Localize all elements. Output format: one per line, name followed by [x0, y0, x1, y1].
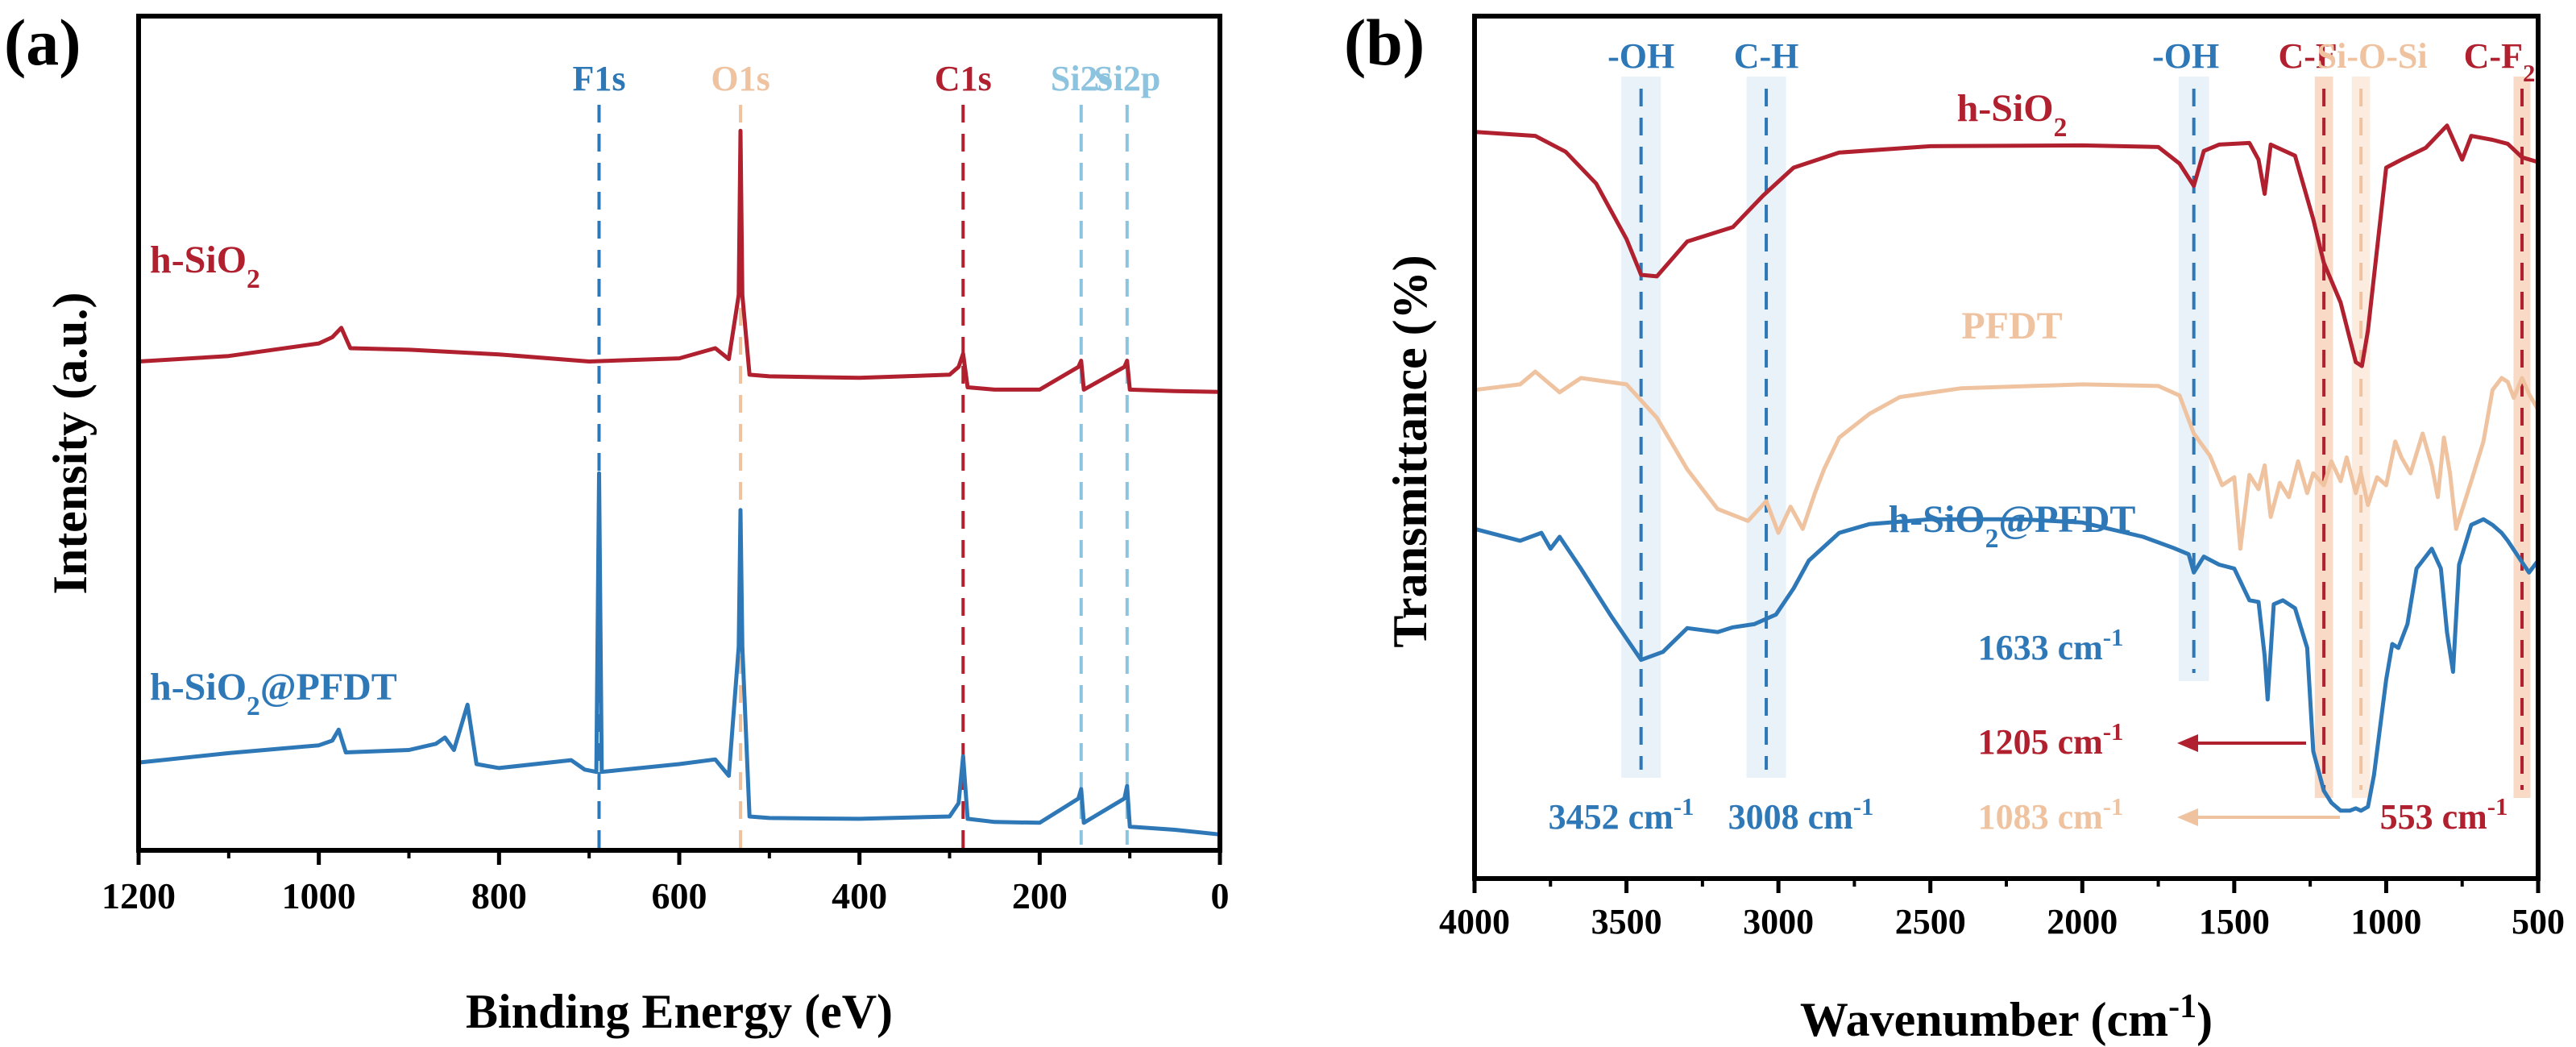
arrow-1205-head: [2177, 734, 2198, 752]
x-tick-label: 2000: [2047, 902, 2118, 941]
peak-label-o1s: O1s: [711, 59, 769, 98]
peak-label-c1s: C1s: [935, 59, 992, 98]
y-axis-title: Intensity (a.u.): [44, 292, 97, 594]
x-tick-label: 1000: [282, 875, 356, 916]
annotation-5: 553 cm-1: [2380, 793, 2508, 837]
x-tick-label: 0: [1211, 875, 1230, 916]
x-tick-label: 1500: [2199, 902, 2270, 941]
peak-label-si2p: Si2p: [1093, 59, 1160, 98]
annotation-3: 1205 cm-1: [1978, 718, 2124, 762]
x-tick-label: 500: [2512, 902, 2565, 941]
xps-series-h-sio2-pfdt: [138, 471, 1221, 837]
ftir-series-h-sio2: [1474, 123, 2539, 368]
band-label-3: C-F: [2278, 36, 2337, 76]
x-tick-label: 3000: [1743, 902, 1814, 941]
annotation-2: 1633 cm-1: [1978, 624, 2124, 667]
y-axis-title: Transmittance (%): [1383, 255, 1437, 647]
band-label-4: Si-O-Si: [2317, 36, 2428, 76]
ftir-series-label-2: h-SiO2@PFDT: [1889, 498, 2136, 554]
ftir-series-h-sio2-pfdt: [1474, 517, 2540, 813]
panel-a-axes-frame: [136, 14, 1222, 853]
x-tick-label: 800: [471, 875, 527, 916]
panel-b: (b) -OH C-H -OH C-FSi-O-Si C-F2 h-SiO2 PFDT h-Si…: [1344, 6, 2565, 1046]
x-tick-label: 1000: [2350, 902, 2421, 941]
x-tick-label: 400: [832, 875, 887, 916]
ftir-series-label-1: PFDT: [1961, 305, 2062, 347]
band-label-5: C-F2: [2464, 36, 2536, 87]
x-tick-label: 4000: [1439, 902, 1510, 941]
band-label-0: -OH: [1607, 36, 1674, 76]
annotation-0: 3452 cm-1: [1549, 793, 1695, 837]
panel-a-label: (a): [4, 6, 81, 79]
annotation-1: 3008 cm-1: [1728, 793, 1874, 837]
band-label-2: -OH: [2152, 36, 2219, 76]
x-tick-label: 3500: [1591, 902, 1662, 941]
arrow-1083-head: [2177, 808, 2198, 826]
ftir-series-label-0: h-SiO2: [1957, 87, 2068, 143]
peak-label-si2s: Si2s: [1051, 59, 1112, 98]
panel-b-label: (b): [1344, 6, 1425, 79]
x-axis-title: Wavenumber (cm-1): [1800, 988, 2213, 1046]
x-tick-label: 600: [652, 875, 707, 916]
x-tick-label: 200: [1012, 875, 1068, 916]
ftir-series-pfdt: [1474, 369, 2541, 551]
x-tick-label: 1200: [102, 875, 176, 916]
peak-label-f1s: F1s: [572, 59, 625, 98]
x-axis-title: Binding Energy (eV): [466, 985, 893, 1038]
series-label-h-sio2-pfdt: h-SiO2@PFDT: [150, 666, 397, 721]
x-tick-label: 2500: [1895, 902, 1966, 941]
series-label-h-sio2: h-SiO2: [150, 239, 260, 294]
annotation-4: 1083 cm-1: [1978, 793, 2124, 837]
band-label-1: C-H: [1734, 36, 1799, 76]
xps-series-h-sio2: [138, 128, 1221, 394]
